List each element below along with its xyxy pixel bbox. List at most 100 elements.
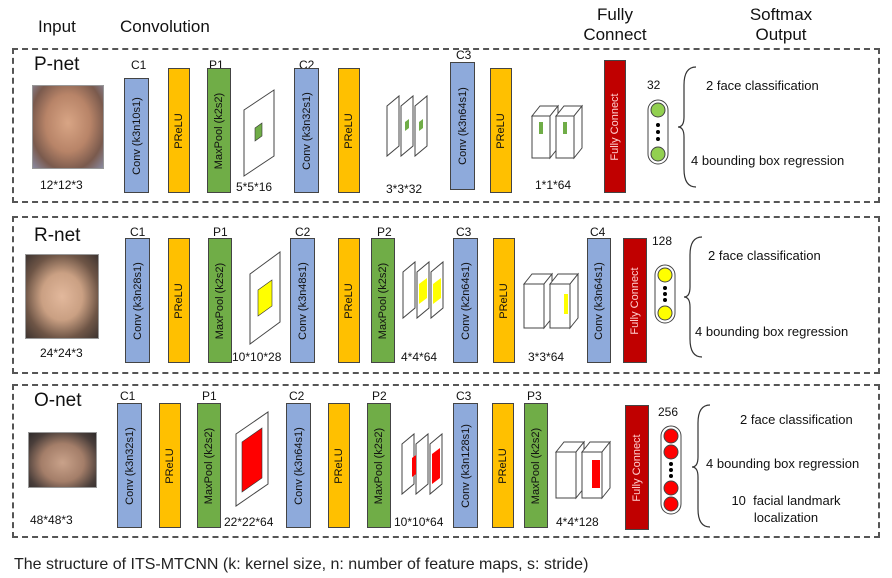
pnet-panel: [12, 48, 880, 203]
rnet-fm3-size: 3*3*64: [528, 350, 565, 364]
header-input: Input: [38, 17, 76, 36]
rnet-panel: [12, 216, 880, 374]
rnet-label-p1: P1: [213, 225, 228, 239]
onet-fc-neurons: [660, 425, 682, 515]
rnet-conv3-layer: Conv (k2n64s1): [453, 238, 478, 363]
rnet-prelu3-text: PReLU: [498, 282, 510, 319]
rnet-conv2-layer: Conv (k3n48s1): [290, 238, 315, 363]
rnet-pool1-layer: MaxPool (k2s2): [208, 238, 232, 363]
rnet-conv2-text: Conv (k3n48s1): [296, 261, 309, 340]
rnet-prelu3-layer: PReLU: [493, 238, 515, 363]
onet-label-p2: P2: [372, 389, 387, 403]
header-fully-connect: Fully Connect: [583, 5, 647, 44]
pnet-pool1-text: MaxPool (k2s2): [213, 92, 225, 169]
onet-pool1-text: MaxPool (k2s2): [203, 427, 215, 504]
rnet-fm1-size: 10*10*28: [232, 350, 282, 364]
onet-pool2-text: MaxPool (k2s2): [373, 427, 385, 504]
pnet-conv3-text: Conv (k3n64s1): [456, 87, 469, 165]
onet-label-p1: P1: [202, 389, 217, 403]
pnet-fm2-size: 3*3*32: [386, 182, 423, 196]
header-convolution: Convolution: [120, 17, 210, 36]
pnet-fc-neurons: [647, 99, 669, 165]
onet-output-bbox-regression: 4 bounding box regression: [706, 456, 860, 471]
onet-input-face-image: [28, 432, 97, 488]
rnet-prelu2-text: PReLU: [343, 282, 355, 319]
onet-fc-size: 256: [658, 405, 679, 419]
rnet-fc-text: Fully Connect: [629, 266, 641, 335]
rnet-input-size: 24*24*3: [40, 346, 83, 360]
rnet-label-c1: C1: [130, 225, 146, 239]
rnet-pool2-text: MaxPool (k2s2): [377, 262, 389, 339]
onet-label-c3: C3: [456, 389, 472, 403]
onet-conv2-text: Conv (k3n64s1): [292, 426, 305, 505]
onet-pool2-layer: MaxPool (k2s2): [367, 403, 391, 528]
pnet-prelu2-text: PReLU: [343, 112, 355, 149]
rnet-fully-connect-layer: Fully Connect: [623, 238, 647, 363]
onet-prelu1-text: PReLU: [164, 447, 176, 484]
onet-conv3-layer: Conv (k3n128s1): [453, 403, 478, 528]
pnet-conv1-text: Conv (k3n10s1): [130, 96, 143, 175]
onet-input-size: 48*48*3: [30, 513, 73, 527]
rnet-prelu1-text: PReLU: [173, 282, 185, 319]
pnet-prelu2-layer: PReLU: [338, 68, 360, 193]
onet-feature-map-2: [401, 432, 443, 496]
pnet-conv2-text: Conv (k3n32s1): [300, 91, 313, 170]
rnet-fc-neurons: [654, 264, 676, 324]
rnet-output-bbox-regression: 4 bounding box regression: [695, 324, 849, 339]
onet-fm3-size: 4*4*128: [556, 515, 599, 529]
pnet-title: P-net: [34, 54, 80, 75]
pnet-conv3-layer: Conv (k3n64s1): [450, 62, 475, 190]
rnet-fc-size: 128: [652, 234, 673, 248]
rnet-prelu1-layer: PReLU: [168, 238, 190, 363]
pnet-label-c3: C3: [456, 48, 472, 62]
onet-label-p3: P3: [527, 389, 542, 403]
rnet-conv3-text: Conv (k2n64s1): [459, 261, 472, 340]
onet-prelu3-text: PReLU: [497, 447, 509, 484]
onet-label-c2: C2: [289, 389, 305, 403]
onet-panel: [12, 384, 880, 538]
rnet-pool1-text: MaxPool (k2s2): [214, 262, 226, 339]
onet-conv1-text: Conv (k3n32s1): [123, 426, 136, 505]
onet-label-c1: C1: [120, 389, 136, 403]
onet-prelu2-text: PReLU: [333, 447, 345, 484]
rnet-conv4-text: Conv (k3n64s1): [593, 261, 605, 340]
pnet-pool1-layer: MaxPool (k2s2): [207, 68, 231, 193]
rnet-output-face-classification: 2 face classification: [708, 248, 821, 263]
rnet-input-face-image: [25, 254, 99, 339]
rnet-conv4-layer: Conv (k3n64s1): [587, 238, 611, 363]
onet-output-face-classification: 2 face classification: [740, 412, 853, 427]
rnet-label-c2: C2: [295, 225, 311, 239]
header-softmax-output: Softmax Output: [749, 5, 813, 44]
onet-fully-connect-layer: Fully Connect: [625, 405, 649, 530]
onet-feature-map-1: [235, 411, 269, 507]
pnet-prelu1-text: PReLU: [173, 112, 185, 149]
onet-prelu1-layer: PReLU: [159, 403, 181, 528]
pnet-prelu1-layer: PReLU: [168, 68, 190, 193]
pnet-feature-map-2: [386, 94, 428, 158]
onet-output-brace: [692, 404, 711, 528]
rnet-label-p2: P2: [377, 225, 392, 239]
onet-fm2-size: 10*10*64: [394, 515, 444, 529]
pnet-feature-map-1: [243, 89, 275, 177]
pnet-fm1-size: 5*5*16: [236, 180, 273, 194]
pnet-fc-text: Fully Connect: [609, 92, 621, 161]
onet-pool3-layer: MaxPool (k2s2): [524, 403, 548, 528]
onet-conv3-text: Conv (k3n128s1): [459, 423, 472, 508]
pnet-conv2-layer: Conv (k3n32s1): [294, 68, 319, 193]
onet-conv1-layer: Conv (k3n32s1): [117, 403, 142, 528]
rnet-feature-map-1: [249, 251, 281, 345]
onet-pool3-text: MaxPool (k2s2): [530, 427, 542, 504]
onet-fm1-size: 22*22*64: [224, 515, 274, 529]
rnet-feature-map-3: [522, 272, 580, 330]
pnet-output-brace: [678, 66, 697, 188]
pnet-fm3-size: 1*1*64: [535, 178, 572, 192]
rnet-title: R-net: [34, 225, 81, 246]
rnet-fm2-size: 4*4*64: [401, 350, 438, 364]
rnet-feature-map-2: [402, 260, 444, 320]
pnet-output-bbox-regression: 4 bounding box regression: [691, 153, 845, 168]
pnet-feature-map-3: [530, 104, 584, 160]
rnet-output-brace: [684, 236, 703, 358]
pnet-input-face-image: [32, 85, 104, 169]
pnet-conv1-layer: Conv (k3n10s1): [124, 78, 149, 193]
onet-conv2-layer: Conv (k3n64s1): [286, 403, 311, 528]
